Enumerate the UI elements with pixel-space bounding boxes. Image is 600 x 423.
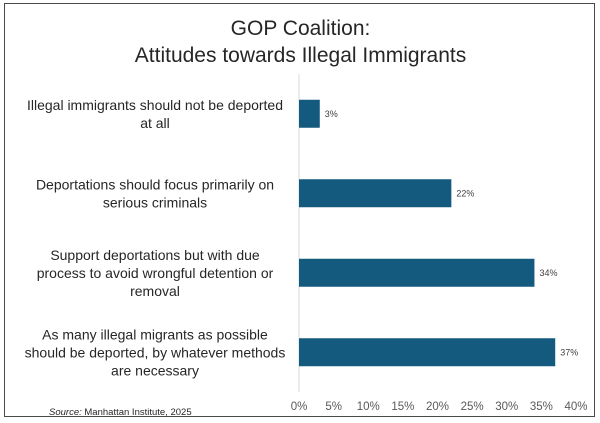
category-label-1: Illegal immigrants should not be deporte… bbox=[27, 97, 283, 131]
category-label-line: Support deportations but with due bbox=[50, 247, 260, 263]
data-label-3: 34% bbox=[539, 268, 557, 278]
category-label-line: at all bbox=[140, 115, 170, 131]
category-label-2: Deportations should focus primarily on se… bbox=[36, 176, 274, 210]
chart-title: GOP Coalition: Attitudes towards Illegal… bbox=[5, 15, 596, 69]
x-tick-label-15: 15% bbox=[391, 401, 414, 413]
source-note: Source: Manhattan Institute, 2025 bbox=[49, 407, 192, 418]
category-label-line: should be deported, by whatever methods bbox=[25, 344, 286, 360]
data-label-1: 3% bbox=[325, 109, 338, 119]
bar-1 bbox=[299, 99, 320, 128]
category-label-line: removal bbox=[130, 283, 180, 299]
chart-title-line-1: GOP Coalition: bbox=[230, 17, 371, 40]
data-label-4: 37% bbox=[560, 347, 578, 357]
bar-chart: 3% 22% 34% 37% Illegal immigrants should no… bbox=[25, 74, 588, 413]
category-label-4: As many illegal migrants as possible shou… bbox=[25, 326, 286, 378]
x-tick-label-30: 30% bbox=[495, 401, 518, 413]
category-label-line: are necessary bbox=[111, 362, 199, 378]
category-label-line: As many illegal migrants as possible bbox=[42, 326, 268, 342]
data-label-2: 22% bbox=[456, 188, 474, 198]
x-tick-label-20: 20% bbox=[426, 401, 449, 413]
bar-3 bbox=[299, 258, 535, 287]
category-labels: Illegal immigrants should not be deporte… bbox=[25, 97, 286, 379]
x-tick-label-40: 40% bbox=[564, 401, 587, 413]
x-tick-label-25: 25% bbox=[461, 401, 484, 413]
bar-4 bbox=[299, 338, 556, 367]
category-label-line: Illegal immigrants should not be deporte… bbox=[27, 97, 283, 113]
chart-frame: GOP Coalition: Attitudes towards Illegal… bbox=[4, 3, 596, 418]
x-tick-label-5: 5% bbox=[325, 401, 342, 413]
source-label: Source: bbox=[49, 407, 82, 418]
bars-layer: 3% 22% 34% 37% bbox=[299, 99, 578, 367]
category-label-line: process to avoid wrongful detention or bbox=[37, 265, 274, 281]
category-label-3: Support deportations but with due process… bbox=[37, 247, 274, 299]
category-label-line: serious criminals bbox=[103, 194, 207, 210]
x-tick-label-0: 0% bbox=[291, 401, 308, 413]
x-tick-label-35: 35% bbox=[530, 401, 553, 413]
category-label-line: Deportations should focus primarily on bbox=[36, 176, 274, 192]
chart-title-line-2: Attitudes towards Illegal Immigrants bbox=[134, 44, 467, 67]
x-tick-label-10: 10% bbox=[357, 401, 380, 413]
tick-labels: 0% 5% 10% 15% 20% 25% 30% 35% 40% bbox=[291, 401, 588, 413]
bar-2 bbox=[299, 179, 452, 208]
source-text: Manhattan Institute, 2025 bbox=[84, 407, 192, 418]
